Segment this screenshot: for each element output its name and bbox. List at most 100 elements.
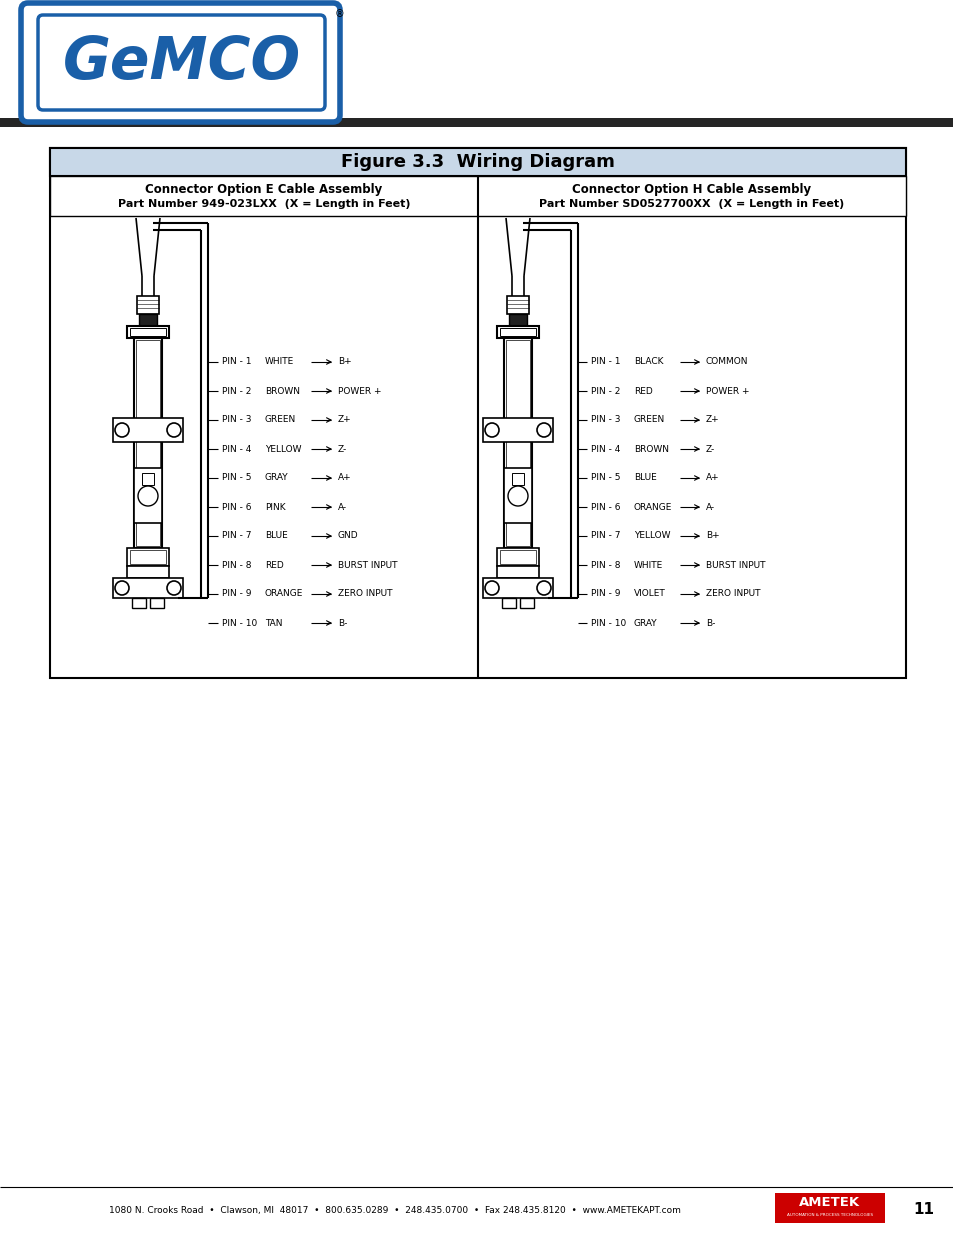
Text: Connector Option E Cable Assembly: Connector Option E Cable Assembly [145, 183, 382, 195]
Bar [50, 148, 905, 678]
Bar [50, 177, 905, 216]
Bar [512, 473, 523, 485]
Text: BURST INPUT: BURST INPUT [337, 561, 397, 569]
Text: BLUE: BLUE [265, 531, 288, 541]
Text: PIN - 4: PIN - 4 [222, 445, 251, 453]
Text: B-: B- [337, 619, 347, 627]
Bar [137, 296, 159, 314]
Text: ®: ® [335, 9, 345, 19]
Text: PIN - 5: PIN - 5 [590, 473, 619, 483]
Text: Connector Option H Cable Assembly: Connector Option H Cable Assembly [572, 183, 811, 195]
Bar [136, 340, 160, 546]
Bar [150, 598, 164, 608]
Text: GRAY: GRAY [265, 473, 289, 483]
Text: PIN - 6: PIN - 6 [222, 503, 252, 511]
Text: YELLOW: YELLOW [634, 531, 670, 541]
Text: COMMON: COMMON [705, 357, 748, 367]
Text: PIN - 8: PIN - 8 [222, 561, 252, 569]
Text: PIN - 7: PIN - 7 [222, 531, 252, 541]
Text: BROWN: BROWN [265, 387, 299, 395]
Text: AUTOMATION & PROCESS TECHNOLOGIES: AUTOMATION & PROCESS TECHNOLOGIES [786, 1213, 872, 1216]
Text: ZERO INPUT: ZERO INPUT [705, 589, 760, 599]
Bar [774, 1193, 884, 1223]
Text: 11: 11 [913, 1203, 934, 1218]
Text: BROWN: BROWN [634, 445, 668, 453]
Text: PIN - 1: PIN - 1 [590, 357, 619, 367]
Text: PIN - 3: PIN - 3 [222, 415, 252, 425]
Bar [519, 598, 534, 608]
Bar [127, 548, 169, 566]
Text: A-: A- [705, 503, 715, 511]
Text: PIN - 8: PIN - 8 [590, 561, 619, 569]
Bar [139, 314, 157, 326]
Text: PIN - 7: PIN - 7 [590, 531, 619, 541]
Text: B-: B- [705, 619, 715, 627]
Text: A-: A- [337, 503, 347, 511]
Bar [132, 598, 146, 608]
Text: YELLOW: YELLOW [265, 445, 301, 453]
Text: A+: A+ [705, 473, 719, 483]
Text: Z+: Z+ [705, 415, 719, 425]
Bar [505, 340, 530, 546]
Bar [497, 548, 538, 566]
Text: PIN - 5: PIN - 5 [222, 473, 252, 483]
Text: BLUE: BLUE [634, 473, 656, 483]
Text: BLACK: BLACK [634, 357, 662, 367]
Bar [503, 468, 532, 522]
FancyBboxPatch shape [38, 15, 325, 110]
Text: POWER +: POWER + [337, 387, 381, 395]
Text: A+: A+ [337, 473, 352, 483]
Text: PIN - 4: PIN - 4 [590, 445, 619, 453]
Text: WHITE: WHITE [634, 561, 662, 569]
Text: Part Number 949-023LXX  (X = Length in Feet): Part Number 949-023LXX (X = Length in Fe… [117, 199, 410, 209]
Text: B+: B+ [337, 357, 352, 367]
Text: ORANGE: ORANGE [634, 503, 672, 511]
Text: PIN - 2: PIN - 2 [222, 387, 251, 395]
Text: TAN: TAN [265, 619, 282, 627]
Text: RED: RED [634, 387, 652, 395]
Text: GREEN: GREEN [265, 415, 296, 425]
Bar [130, 550, 166, 564]
Text: Z-: Z- [337, 445, 347, 453]
Bar [499, 329, 536, 336]
Bar [142, 473, 153, 485]
Text: 1080 N. Crooks Road  •  Clawson, MI  48017  •  800.635.0289  •  248.435.0700  • : 1080 N. Crooks Road • Clawson, MI 48017 … [109, 1205, 680, 1214]
Bar [130, 329, 166, 336]
Text: GeMCO: GeMCO [63, 35, 301, 91]
Bar [499, 550, 536, 564]
Text: ZERO INPUT: ZERO INPUT [337, 589, 392, 599]
Text: GRAY: GRAY [634, 619, 657, 627]
Text: PIN - 6: PIN - 6 [590, 503, 619, 511]
Bar [497, 566, 538, 578]
Text: PIN - 1: PIN - 1 [222, 357, 252, 367]
Text: WHITE: WHITE [265, 357, 294, 367]
Bar [50, 148, 905, 177]
FancyBboxPatch shape [21, 2, 339, 122]
Text: Part Number SD0527700XX  (X = Length in Feet): Part Number SD0527700XX (X = Length in F… [538, 199, 843, 209]
Bar [127, 326, 169, 338]
Bar [482, 417, 553, 442]
Bar [0, 119, 953, 127]
Text: PIN - 2: PIN - 2 [590, 387, 619, 395]
Text: Figure 3.3  Wiring Diagram: Figure 3.3 Wiring Diagram [341, 153, 615, 170]
Bar [506, 296, 529, 314]
Text: Z-: Z- [705, 445, 715, 453]
Bar [509, 314, 526, 326]
Text: PIN - 10: PIN - 10 [222, 619, 257, 627]
Text: PIN - 9: PIN - 9 [222, 589, 252, 599]
Bar [482, 578, 553, 598]
Text: BURST INPUT: BURST INPUT [705, 561, 764, 569]
Text: PINK: PINK [265, 503, 285, 511]
Bar [133, 338, 162, 548]
Text: RED: RED [265, 561, 283, 569]
Bar [503, 338, 532, 548]
Bar [501, 598, 516, 608]
Text: GND: GND [337, 531, 358, 541]
Text: POWER +: POWER + [705, 387, 749, 395]
Bar [127, 566, 169, 578]
Text: GREEN: GREEN [634, 415, 664, 425]
Bar [133, 468, 162, 522]
Text: PIN - 3: PIN - 3 [590, 415, 619, 425]
Text: VIOLET: VIOLET [634, 589, 665, 599]
Bar [112, 578, 183, 598]
